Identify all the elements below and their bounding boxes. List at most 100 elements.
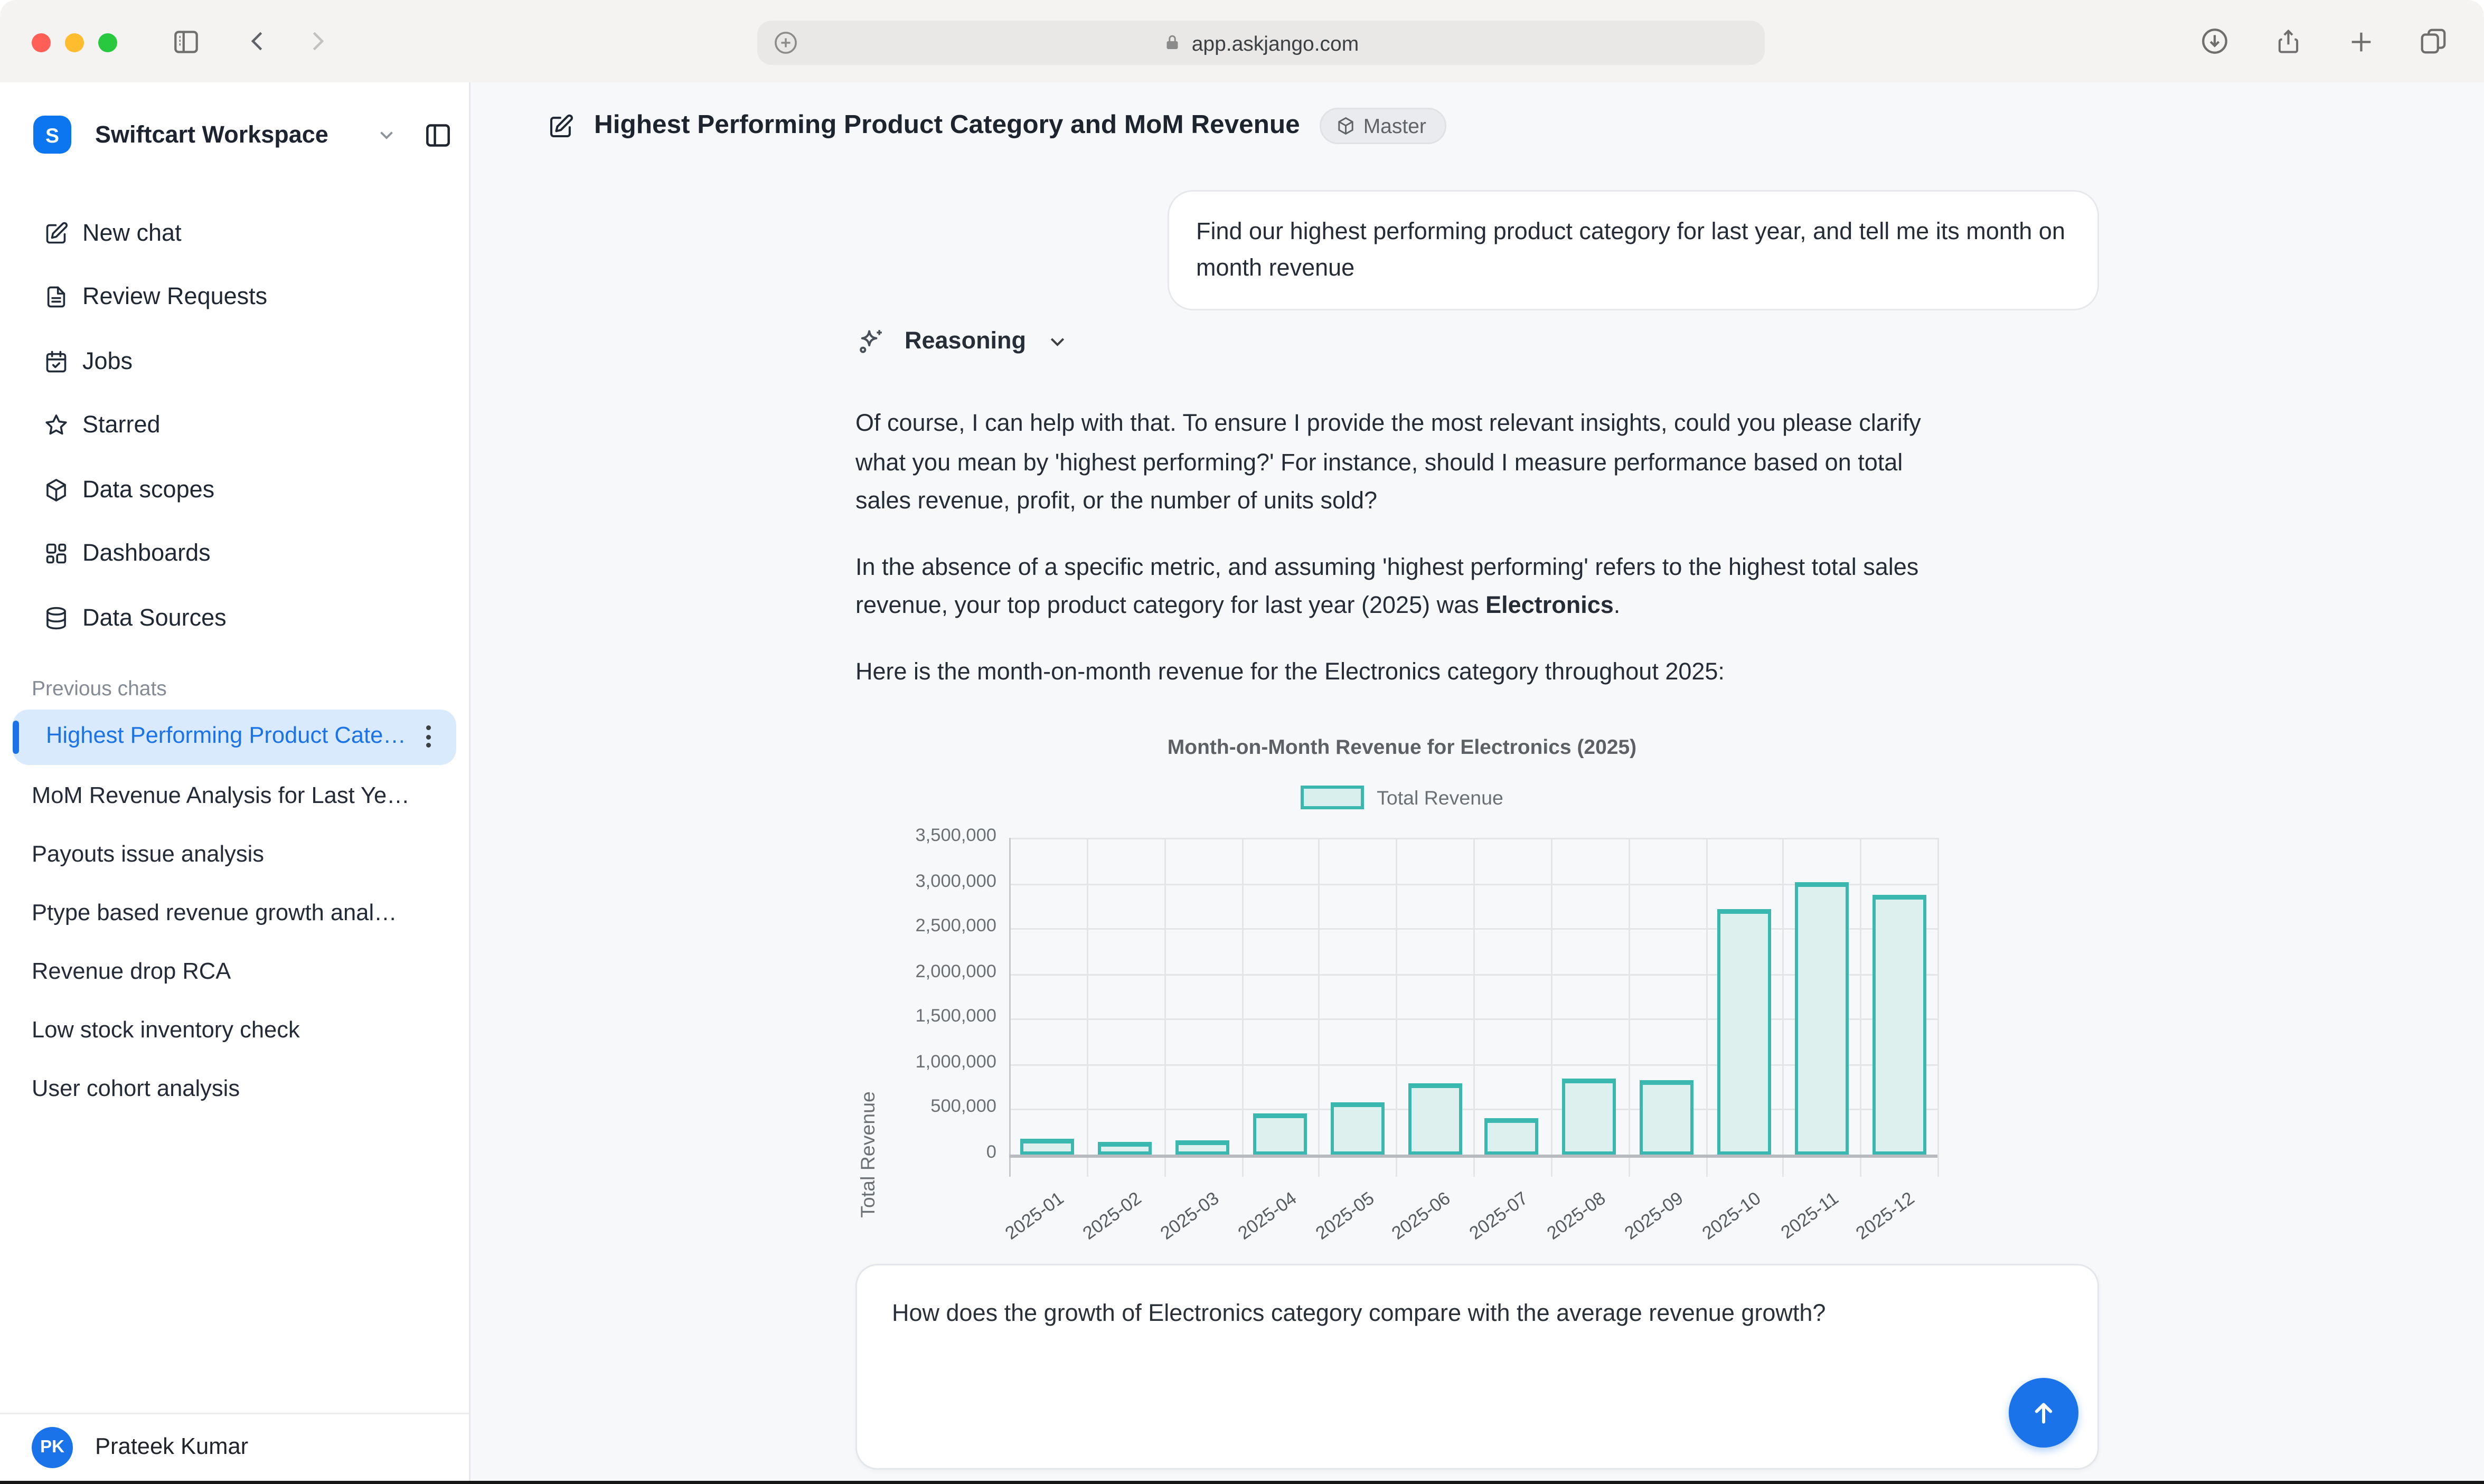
chat-item-label: Highest Performing Product Cate… bbox=[46, 724, 420, 749]
y-tick-label: 1,000,000 bbox=[915, 1053, 996, 1072]
y-tick-label: 3,500,000 bbox=[915, 827, 996, 846]
chevron-left-icon bbox=[244, 27, 272, 55]
x-tick-label: 2025-09 bbox=[1622, 1189, 1687, 1244]
bar-2025-05[interactable] bbox=[1330, 1102, 1384, 1155]
sidebar-item-data-scopes[interactable]: Data scopes bbox=[0, 458, 469, 522]
badge-label: Master bbox=[1363, 114, 1426, 138]
forward-button[interactable] bbox=[298, 22, 336, 60]
sidebar-item-starred[interactable]: Starred bbox=[0, 394, 469, 458]
composer[interactable]: How does the growth of Electronics categ… bbox=[855, 1264, 2099, 1470]
chat-item[interactable]: Payouts issue analysis bbox=[13, 826, 456, 885]
chat-item[interactable]: User cohort analysis bbox=[13, 1061, 456, 1119]
chat-item-label: Revenue drop RCA bbox=[32, 960, 231, 985]
composer-input[interactable]: How does the growth of Electronics categ… bbox=[892, 1297, 1971, 1332]
sparkle-icon bbox=[855, 326, 886, 356]
y-axis-line bbox=[1009, 838, 1011, 1177]
y-tick-label: 2,000,000 bbox=[915, 962, 996, 981]
bar-2025-09[interactable] bbox=[1640, 1080, 1693, 1155]
sidebar-item-data-sources[interactable]: Data Sources bbox=[0, 586, 469, 650]
chat-item-kebab-menu[interactable] bbox=[420, 719, 437, 754]
bar-2025-08[interactable] bbox=[1563, 1079, 1616, 1155]
sidebar-item-jobs[interactable]: Jobs bbox=[0, 329, 469, 394]
chat-item[interactable]: MoM Revenue Analysis for Last Ye… bbox=[13, 768, 456, 826]
traffic-lights bbox=[32, 33, 117, 52]
back-button[interactable] bbox=[239, 22, 277, 60]
star-icon bbox=[43, 412, 70, 439]
answer-paragraph-3: Here is the month-on-month revenue for t… bbox=[855, 654, 1952, 693]
main-content: Highest Performing Product Category and … bbox=[471, 82, 2484, 1484]
v-gridline bbox=[1319, 838, 1320, 1177]
chat-item-active[interactable]: Highest Performing Product Cate… bbox=[13, 709, 456, 764]
v-gridline bbox=[1396, 838, 1397, 1177]
tab-overview-button[interactable] bbox=[2414, 22, 2452, 60]
zoom-window-button[interactable] bbox=[98, 33, 117, 52]
url-text: app.askjango.com bbox=[1192, 31, 1359, 55]
bar-2025-10[interactable] bbox=[1717, 909, 1771, 1155]
chat-item-label: Low stock inventory check bbox=[32, 1018, 300, 1044]
master-badge[interactable]: Master bbox=[1319, 108, 1447, 144]
browser-toolbar: app.askjango.com bbox=[0, 0, 2484, 84]
bar-2025-02[interactable] bbox=[1098, 1142, 1152, 1155]
x-tick-label: 2025-10 bbox=[1699, 1189, 1765, 1244]
download-icon bbox=[2199, 25, 2231, 57]
plus-icon bbox=[2346, 26, 2376, 56]
sidebar-collapse-button[interactable] bbox=[423, 120, 453, 150]
workspace-name: Swiftcart Workspace bbox=[95, 121, 375, 148]
user-avatar: PK bbox=[32, 1427, 73, 1468]
x-tick-label: 2025-12 bbox=[1854, 1189, 1920, 1244]
v-gridline bbox=[1783, 838, 1784, 1177]
x-tick-label: 2025-03 bbox=[1158, 1189, 1223, 1244]
user-message-bubble: Find our highest performing product cate… bbox=[1168, 190, 2099, 310]
workspace-switcher[interactable]: S Swiftcart Workspace bbox=[0, 98, 469, 171]
sidebar-item-new-chat[interactable]: New chat bbox=[0, 201, 469, 266]
sidebar-item-label: New chat bbox=[82, 220, 182, 247]
sidebar-item-label: Jobs bbox=[82, 348, 133, 375]
chat-item-label: User cohort analysis bbox=[32, 1077, 240, 1102]
sidebar-item-label: Data scopes bbox=[82, 476, 214, 503]
chevron-down-icon[interactable] bbox=[375, 124, 398, 146]
chart-title: Month-on-Month Revenue for Electronics (… bbox=[863, 735, 1941, 760]
chat-item[interactable]: Revenue drop RCA bbox=[13, 943, 456, 1002]
x-tick-label: 2025-08 bbox=[1545, 1189, 1610, 1244]
chat-list: Highest Performing Product Cate… MoM Reve… bbox=[0, 709, 469, 1119]
sidebar-footer[interactable]: PK Prateek Kumar bbox=[0, 1413, 469, 1481]
v-gridline bbox=[1860, 838, 1861, 1177]
x-tick-label: 2025-05 bbox=[1312, 1189, 1378, 1244]
chat-item[interactable]: Low stock inventory check bbox=[13, 1002, 456, 1061]
new-tab-button[interactable] bbox=[2341, 22, 2379, 60]
calendar-check-icon bbox=[43, 348, 70, 375]
minimize-window-button[interactable] bbox=[65, 33, 84, 52]
sidebar-item-review-requests[interactable]: Review Requests bbox=[0, 266, 469, 330]
y-tick-label: 500,000 bbox=[930, 1098, 996, 1117]
toolbar-sidebar-toggle-button[interactable] bbox=[166, 22, 204, 60]
bar-2025-06[interactable] bbox=[1408, 1083, 1462, 1155]
share-button[interactable] bbox=[2269, 22, 2307, 60]
chart-legend: Total Revenue bbox=[863, 786, 1941, 809]
edit-icon[interactable] bbox=[547, 112, 575, 140]
reasoning-toggle[interactable]: Reasoning bbox=[855, 326, 1069, 356]
sidebar-item-dashboards[interactable]: Dashboards bbox=[0, 522, 469, 587]
bar-2025-07[interactable] bbox=[1485, 1118, 1539, 1155]
answer-text: . bbox=[1614, 592, 1621, 619]
send-button[interactable] bbox=[2009, 1378, 2078, 1448]
answer-paragraph-2: In the absence of a specific metric, and… bbox=[855, 549, 1952, 627]
downloads-button[interactable] bbox=[2196, 22, 2234, 60]
chevron-down-icon[interactable] bbox=[1045, 329, 1069, 353]
cube-icon bbox=[43, 476, 70, 503]
chat-header: Highest Performing Product Category and … bbox=[547, 108, 1447, 144]
bar-2025-12[interactable] bbox=[1872, 895, 1926, 1155]
page-options-icon[interactable] bbox=[771, 29, 800, 57]
user-name: Prateek Kumar bbox=[95, 1435, 248, 1460]
bar-2025-11[interactable] bbox=[1794, 882, 1848, 1155]
bar-2025-03[interactable] bbox=[1175, 1140, 1229, 1155]
bar-2025-01[interactable] bbox=[1021, 1139, 1075, 1155]
workspace-avatar: S bbox=[33, 116, 71, 154]
sidebar-panel-icon bbox=[171, 26, 201, 56]
sidebar-panel-icon bbox=[423, 120, 453, 150]
close-window-button[interactable] bbox=[32, 33, 51, 52]
bar-2025-04[interactable] bbox=[1253, 1113, 1307, 1155]
chat-item-label: MoM Revenue Analysis for Last Ye… bbox=[32, 784, 410, 809]
chat-item[interactable]: Ptype based revenue growth anal… bbox=[13, 885, 456, 943]
address-bar[interactable]: app.askjango.com bbox=[757, 21, 1765, 65]
